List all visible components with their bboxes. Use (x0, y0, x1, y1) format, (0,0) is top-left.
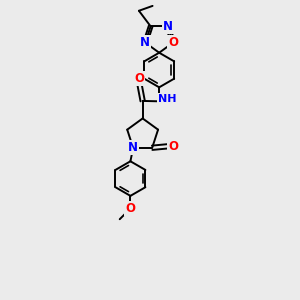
Text: O: O (168, 140, 178, 153)
Text: O: O (168, 36, 178, 49)
Text: O: O (134, 72, 144, 85)
Text: N: N (163, 20, 173, 33)
Text: O: O (125, 202, 135, 215)
Text: N: N (128, 141, 138, 154)
Text: NH: NH (158, 94, 176, 104)
Text: N: N (140, 36, 150, 49)
